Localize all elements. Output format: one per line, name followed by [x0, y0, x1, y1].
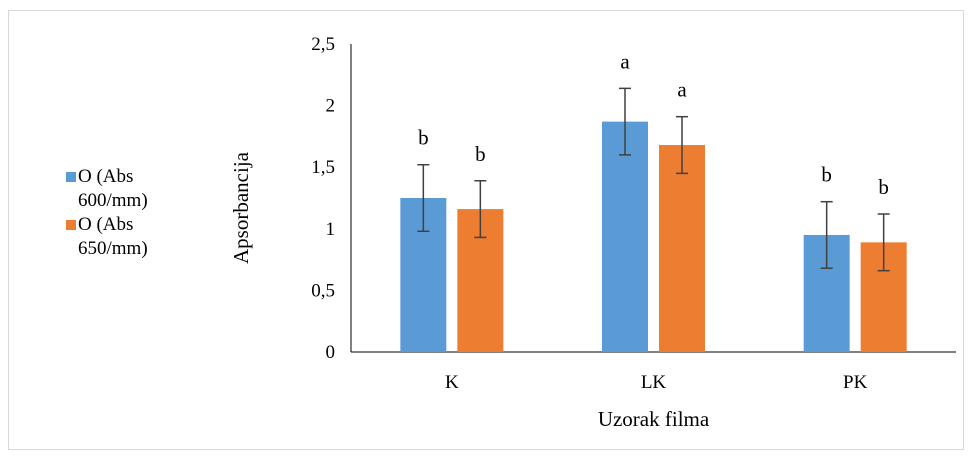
legend-item-series-1: O (Abs 600/mm): [66, 165, 196, 213]
legend-swatch-series-2: [66, 220, 76, 230]
error-bar: [820, 200, 833, 269]
significance-letter: b: [878, 175, 889, 199]
bar-lk-series-2: [659, 145, 705, 352]
tick-labels: 0 0,5 1 1,5 2 2,5 K LK PK: [311, 34, 867, 393]
legend-item-series-2: O (Abs 650/mm): [66, 213, 196, 261]
error-bar: [877, 213, 890, 272]
significance-letter: b: [475, 142, 486, 166]
y-tick-label: 0: [326, 342, 336, 363]
error-bar: [417, 163, 430, 233]
significance-letter: b: [821, 163, 832, 187]
bar-lk-series-1: [602, 121, 648, 352]
x-tick-label: K: [445, 372, 459, 393]
error-bar: [619, 87, 631, 156]
y-tick-label: 2,5: [311, 34, 335, 55]
significance-letter: a: [677, 78, 687, 102]
y-axis-label: Apsorbancija: [229, 151, 253, 264]
error-bars: [417, 87, 890, 272]
legend: O (Abs 600/mm) O (Abs 650/mm): [66, 165, 196, 261]
x-tick-label: PK: [843, 372, 868, 393]
y-tick-label: 1,5: [311, 157, 335, 178]
y-tick-label: 0,5: [311, 280, 335, 301]
error-bar: [676, 115, 688, 175]
error-bar: [474, 180, 487, 239]
x-axis-label: Uzorak filma: [598, 407, 710, 431]
legend-label-series-2: O (Abs 650/mm): [78, 214, 148, 259]
legend-label-series-1: O (Abs 600/mm): [78, 166, 148, 211]
y-tick-label: 1: [326, 219, 336, 240]
significance-letter: a: [620, 49, 630, 73]
significance-letter: b: [418, 126, 429, 150]
legend-swatch-series-1: [66, 172, 76, 182]
x-tick-label: LK: [641, 372, 667, 393]
y-tick-label: 2: [326, 96, 336, 117]
significance-letters: b b a a b b: [418, 49, 889, 199]
